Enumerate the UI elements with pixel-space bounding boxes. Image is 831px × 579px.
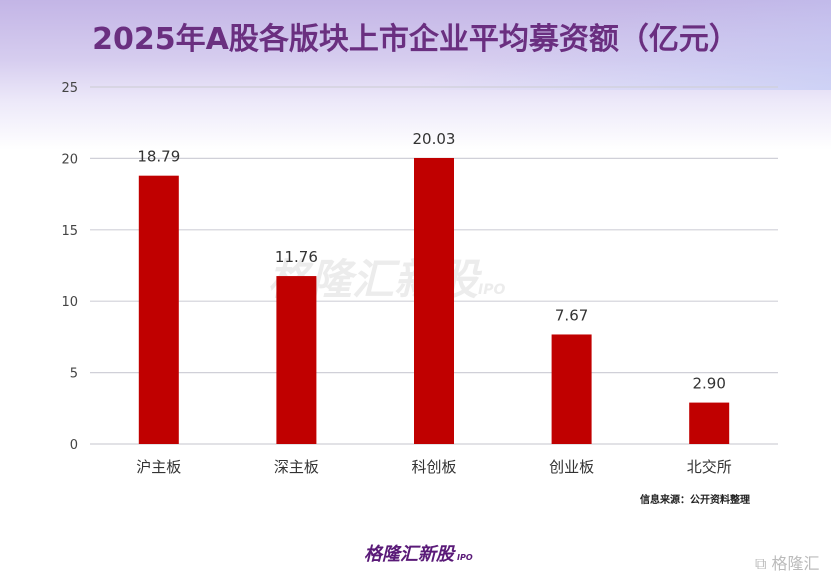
data-label: 7.67: [555, 306, 588, 324]
chart-title: 2025年A股各版块上市企业平均募资额（亿元）: [92, 22, 739, 57]
bar: [414, 157, 454, 444]
source-note: 信息来源：公开资料整理: [640, 495, 750, 506]
bar: [551, 334, 592, 444]
bar: [276, 276, 317, 444]
background-accent: [0, 0, 831, 90]
y-tick-label: 25: [61, 81, 78, 96]
x-tick-label: 科创板: [411, 458, 456, 476]
bar: [689, 402, 730, 444]
data-label: 11.76: [275, 248, 318, 266]
y-tick-label: 15: [61, 224, 78, 239]
data-label: 2.90: [692, 375, 725, 393]
y-tick-label: 0: [70, 438, 78, 453]
x-tick-label: 深主板: [274, 458, 319, 476]
y-tick-label: 20: [61, 152, 78, 167]
corner-logo: ⧉ 格隆汇: [755, 554, 820, 573]
bar: [138, 175, 179, 444]
data-label: 18.79: [137, 148, 180, 166]
y-tick-label: 5: [70, 367, 78, 382]
data-label: 20.03: [413, 130, 456, 148]
x-tick-label: 创业板: [549, 458, 594, 476]
x-tick-label: 北交所: [687, 458, 732, 476]
y-tick-label: 10: [61, 295, 78, 310]
x-tick-label: 沪主板: [136, 458, 181, 476]
brand-logo: 格隆汇新股 IPO: [364, 544, 473, 565]
